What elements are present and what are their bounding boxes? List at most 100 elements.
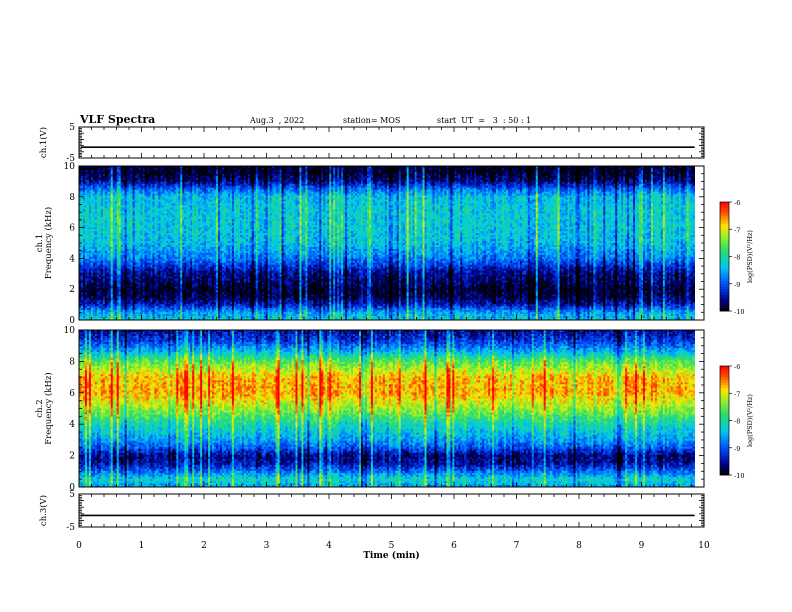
spectrogram-cell: [585, 181, 588, 185]
spectrogram-cell: [122, 167, 126, 171]
spectrogram-cell: [597, 166, 600, 169]
spectrogram-cell: [160, 181, 163, 185]
spectrogram-cell: [176, 167, 179, 171]
spectrogram-cell: [460, 175, 463, 179]
spectrogram-cell: [349, 171, 352, 175]
spectrogram-cell: [92, 166, 96, 169]
spectrogram-cell: [353, 177, 356, 181]
spectrogram-cell: [259, 171, 263, 175]
spectrogram-cell: [505, 175, 509, 179]
spectrogram-cell: [668, 167, 672, 171]
spectrogram-cell: [503, 185, 507, 189]
spectrogram-cell: [257, 189, 261, 193]
spectrogram-cell: [392, 177, 396, 181]
spectrogram-cell: [104, 175, 108, 179]
spectrogram-cell: [251, 175, 255, 179]
spectrogram-cell: [442, 173, 445, 177]
spectrogram-cell: [507, 193, 511, 196]
spectrogram-cell: [384, 167, 388, 171]
spectrogram-cell: [366, 171, 370, 175]
spectrogram-cell: [650, 173, 654, 177]
spectrogram-cell: [678, 173, 682, 177]
spectrogram-cell: [170, 193, 173, 196]
spectrogram-cell: [430, 173, 433, 177]
spectrogram-cell: [188, 166, 191, 169]
spectrogram-cell: [126, 189, 129, 193]
spectrogram-cell: [472, 175, 475, 179]
spectrogram-cell: [144, 193, 147, 196]
spectrogram-cell: [293, 166, 296, 169]
spectrogram-cell: [98, 171, 102, 175]
spectrogram-cell: [184, 175, 187, 179]
spectrogram-cell: [251, 173, 255, 177]
spectrogram-cell: [142, 175, 145, 179]
spectrogram-cell: [359, 189, 362, 193]
spectrogram-cell: [378, 169, 382, 173]
spectrogram-cell: [212, 173, 215, 177]
spectrogram-cell: [249, 177, 253, 181]
spectrogram-cell: [444, 185, 447, 189]
spectrogram-cell: [291, 166, 294, 169]
spectrogram-cell: [488, 175, 491, 179]
spectrogram-cell: [641, 167, 644, 171]
spectrogram-cell: [86, 189, 90, 193]
spectrogram-cell: [140, 189, 143, 193]
spectrogram-cell: [591, 169, 594, 173]
spectrogram-cell: [132, 175, 135, 179]
spectrogram-cell: [378, 177, 382, 181]
spectrogram-cell: [96, 173, 100, 177]
spectrogram-cell: [80, 169, 84, 173]
spectrogram-cell: [106, 173, 110, 177]
spectrogram-cell: [521, 171, 525, 175]
spectrogram-cell: [388, 177, 392, 181]
spectrogram-cell: [303, 175, 306, 179]
spectrogram-cell: [112, 177, 116, 181]
spectrogram-cell: [257, 181, 261, 185]
spectrogram-cell: [221, 181, 225, 185]
spectrogram-cell: [682, 185, 686, 189]
spectrogram-cell: [619, 193, 622, 196]
spectrogram-cell: [603, 185, 606, 189]
spectrogram-cell: [559, 193, 562, 196]
spectrogram-cell: [237, 171, 241, 175]
spectrogram-cell: [676, 181, 680, 185]
spectrogram-cell: [267, 169, 270, 173]
spectrogram-cell: [480, 181, 483, 185]
spectrogram-cell: [488, 185, 491, 189]
spectrogram-cell: [172, 175, 175, 179]
spectrogram-cell: [319, 181, 322, 185]
spectrogram-cell: [281, 175, 284, 179]
spectrogram-cell: [349, 169, 352, 173]
spectrogram-cell: [178, 181, 181, 185]
spectrogram-cell: [595, 173, 598, 177]
spectrogram-cell: [448, 167, 451, 171]
spectrogram-cell: [142, 169, 145, 173]
spectrogram-cell: [96, 181, 100, 185]
spectrogram-cell: [561, 189, 564, 193]
spectrogram-cell: [82, 185, 86, 189]
spectrogram-cell: [285, 167, 288, 171]
spectrogram-cell: [579, 166, 582, 169]
spectrogram-cell: [221, 167, 225, 171]
spectrogram-cell: [206, 171, 209, 175]
spectrogram-cell: [539, 173, 543, 177]
spectrogram-cell: [329, 185, 332, 189]
spectrogram-cell: [174, 173, 177, 177]
spectrogram-cell: [642, 189, 646, 193]
spectrogram-cell: [513, 173, 517, 177]
spectrogram-cell: [561, 171, 564, 175]
spectrogram-cell: [450, 167, 453, 171]
spectrogram-cell: [325, 175, 328, 179]
spectrogram-cell: [438, 169, 441, 173]
spectrogram-cell: [237, 177, 241, 181]
spectrogram-cell: [96, 177, 100, 181]
spectrogram-cell: [168, 193, 171, 196]
spectrogram-cell: [442, 166, 445, 169]
spectrogram-cell: [130, 169, 133, 173]
spectrogram-cell: [110, 171, 114, 175]
spectrogram-cell: [200, 166, 203, 169]
spectrogram-cell: [321, 173, 324, 177]
spectrogram-cell: [686, 193, 690, 196]
spectrogram-cell: [110, 177, 114, 181]
spectrogram-cell: [414, 167, 417, 171]
